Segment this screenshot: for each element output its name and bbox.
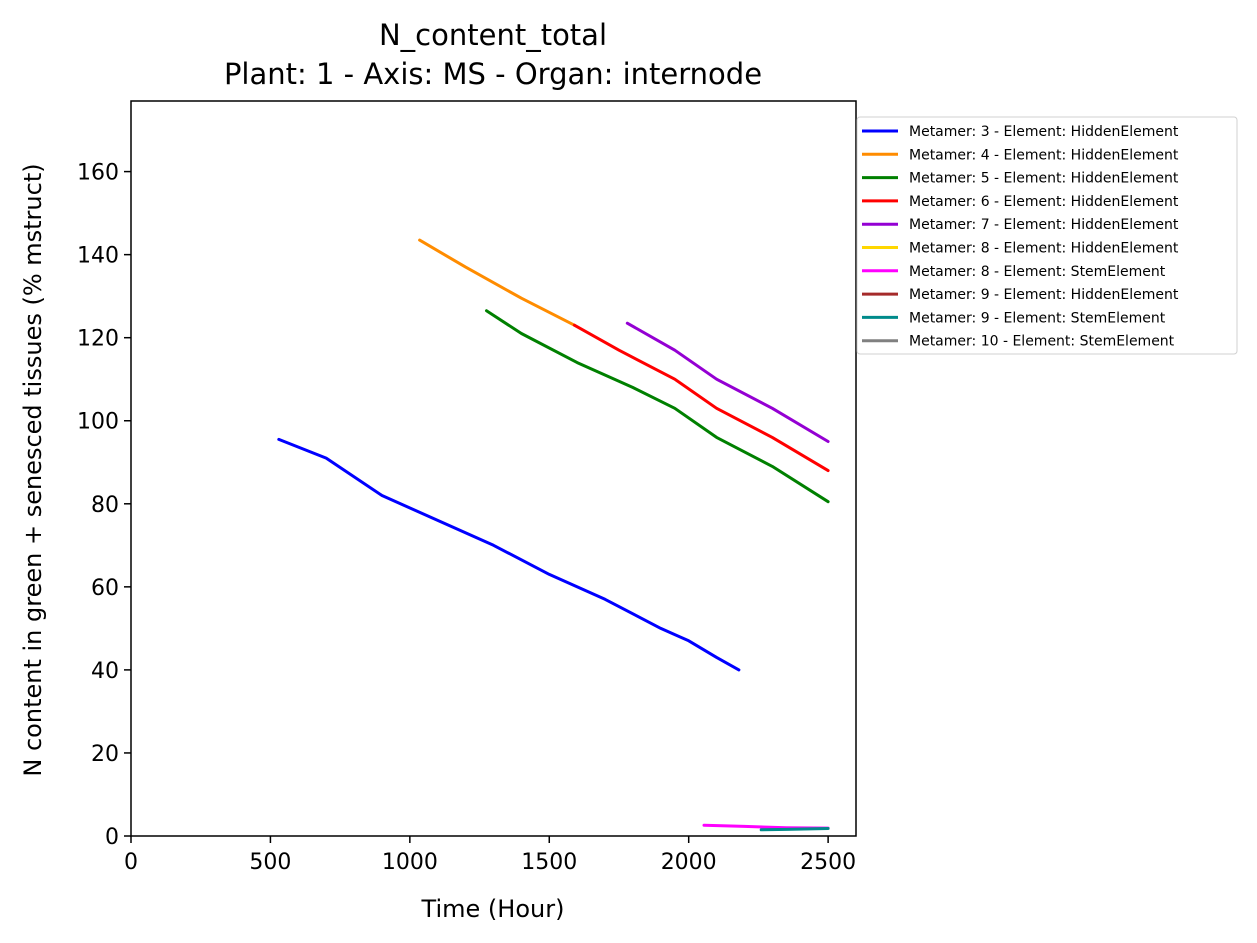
legend-label: Metamer: 10 - Element: StemElement <box>909 334 1175 350</box>
y-tick-label: 60 <box>91 576 119 601</box>
x-tick-label: 2500 <box>800 850 856 875</box>
y-tick-label: 120 <box>77 327 119 352</box>
chart-subtitle: Plant: 1 - Axis: MS - Organ: internode <box>224 57 762 91</box>
series-line-8 <box>759 827 830 832</box>
x-tick-label: 1500 <box>521 850 577 875</box>
legend-label: Metamer: 3 - Element: HiddenElement <box>909 124 1179 140</box>
x-tick-label: 1000 <box>382 850 438 875</box>
legend-label: Metamer: 5 - Element: HiddenElement <box>909 171 1179 187</box>
plot-area <box>131 101 856 836</box>
chart-title: N_content_total <box>379 18 607 52</box>
y-tick-label: 80 <box>91 493 119 518</box>
x-tick-label: 500 <box>249 850 291 875</box>
x-axis-label: Time (Hour) <box>421 895 565 923</box>
x-tick-label: 0 <box>124 850 138 875</box>
y-tick-label: 160 <box>77 161 119 186</box>
series-line-4 <box>625 321 830 443</box>
legend-label: Metamer: 6 - Element: HiddenElement <box>909 194 1179 210</box>
y-tick-label: 100 <box>77 410 119 435</box>
legend-frame <box>856 116 1238 355</box>
series-line-0 <box>277 437 741 672</box>
y-axis-label: N content in green + senesced tissues (%… <box>19 163 47 776</box>
y-axis: 0 20 40 60 80 100 120 140 160 <box>77 161 131 850</box>
legend-label: Metamer: 7 - Element: HiddenElement <box>909 217 1179 233</box>
y-tick-label: 40 <box>91 659 119 684</box>
series-line-2 <box>485 309 830 504</box>
x-axis: 0 500 1000 1500 2000 2500 <box>124 836 856 875</box>
legend-label: Metamer: 8 - Element: HiddenElement <box>909 241 1179 257</box>
series-line-1 <box>418 238 576 327</box>
series-layer <box>277 238 830 832</box>
legend-label: Metamer: 9 - Element: StemElement <box>909 310 1166 326</box>
series-line-3 <box>572 323 830 473</box>
plot-frame <box>130 100 857 837</box>
legend-label: Metamer: 8 - Element: StemElement <box>909 264 1166 280</box>
y-tick-label: 0 <box>105 825 119 850</box>
legend-label: Metamer: 4 - Element: HiddenElement <box>909 147 1179 163</box>
y-tick-label: 140 <box>77 244 119 269</box>
x-tick-label: 2000 <box>661 850 717 875</box>
legend: Metamer: 3 - Element: HiddenElement Metam… <box>856 116 1238 355</box>
legend-label: Metamer: 9 - Element: HiddenElement <box>909 287 1179 303</box>
y-tick-label: 20 <box>91 742 119 767</box>
